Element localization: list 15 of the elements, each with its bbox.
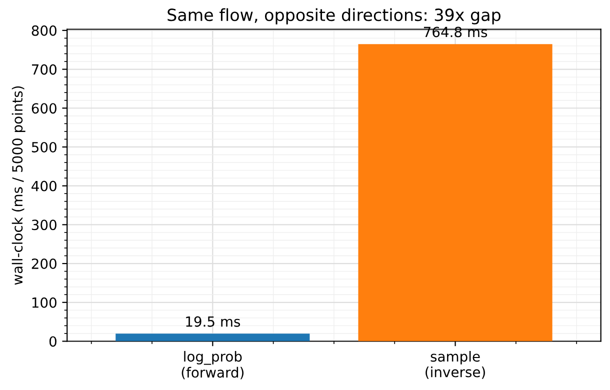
data-label: 19.5 ms xyxy=(186,316,240,327)
y-tick-label: 200 xyxy=(32,258,56,270)
data-label: 764.8 ms xyxy=(424,26,488,38)
y-tick-label: 500 xyxy=(32,142,56,152)
y-tick-label: 400 xyxy=(32,180,56,192)
chart-title: Same flow, opposite directions: 39x gap xyxy=(168,8,500,24)
y-tick-label: 300 xyxy=(32,220,56,230)
x-tick-label: sample (inverse) xyxy=(426,350,485,379)
y-tick-label: 800 xyxy=(32,25,56,36)
x-tick-label: log_prob (forward) xyxy=(182,350,244,380)
y-axis-title: wall-clock (ms / 5000 points) xyxy=(12,86,26,285)
y-tick-label: 0 xyxy=(49,336,56,347)
y-tick-label: 100 xyxy=(32,297,56,308)
y-tick-label: 600 xyxy=(32,103,56,114)
y-tick-label: 700 xyxy=(32,64,56,75)
